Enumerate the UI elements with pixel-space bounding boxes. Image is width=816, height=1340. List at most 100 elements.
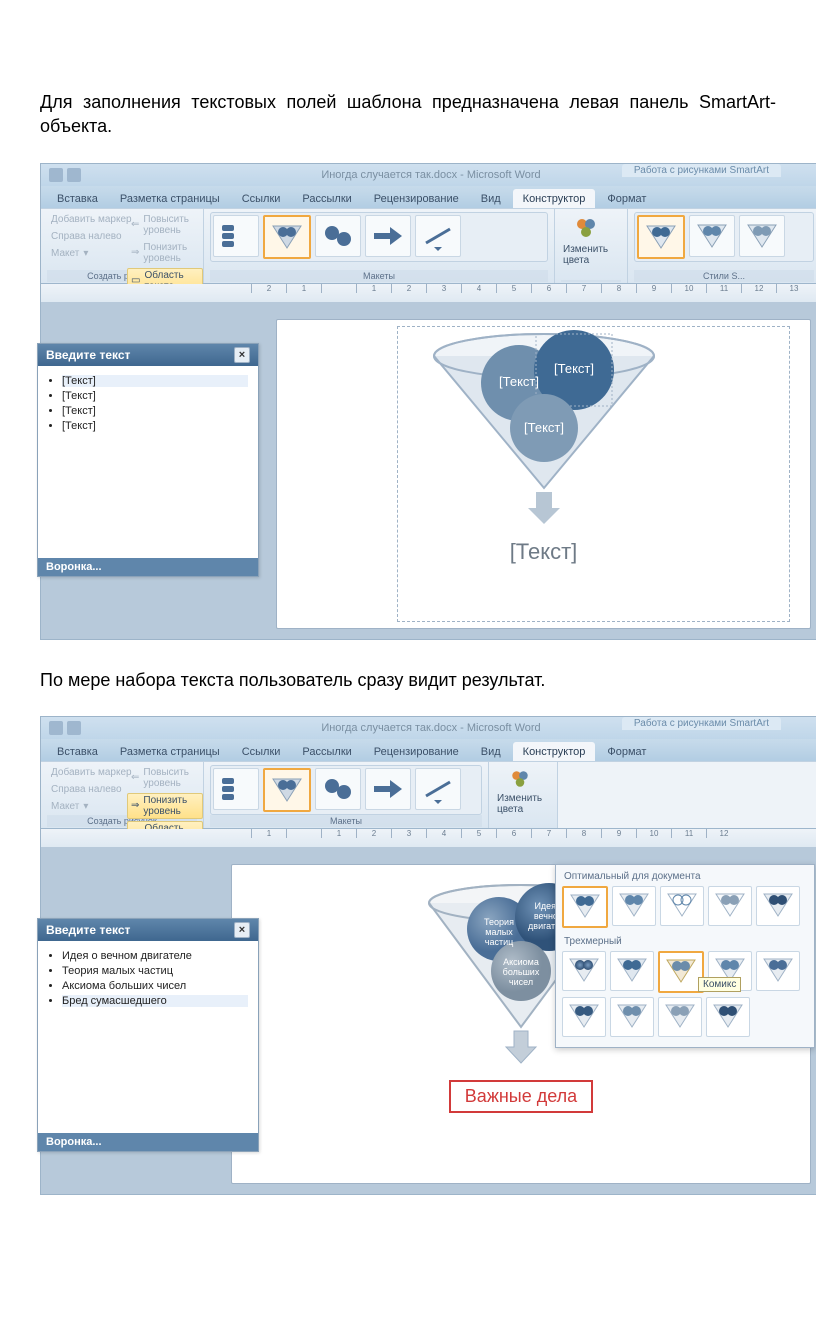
smartart-funnel[interactable]: [Текст] [Текст] [Текст] [Текст] xyxy=(414,328,674,565)
tab-references[interactable]: Ссылки xyxy=(232,189,291,208)
smartart-text-pane[interactable]: Введите текст × [Текст] [Текст] [Текст] … xyxy=(37,343,259,577)
text-pane-item[interactable]: [Текст] xyxy=(62,405,248,417)
text-pane-item[interactable]: Идея о вечном двигателе xyxy=(62,950,248,962)
text-pane-item[interactable]: Бред сумасшедшего xyxy=(62,995,248,1007)
text-pane-body[interactable]: Идея о вечном двигателе Теория малых час… xyxy=(38,941,258,1133)
promote-button[interactable]: ⇐ Повысить уровень xyxy=(127,765,203,791)
style-thumb-3d[interactable] xyxy=(562,997,606,1037)
ruler-tick: 10 xyxy=(671,284,706,293)
text-pane-item[interactable]: [Текст] xyxy=(62,375,248,387)
tab-format[interactable]: Формат xyxy=(597,742,656,761)
smartart-text-pane[interactable]: Введите текст × Идея о вечном двигателе … xyxy=(37,918,259,1152)
layout-thumb-funnel[interactable] xyxy=(263,215,311,259)
tab-references[interactable]: Ссылки xyxy=(232,742,291,761)
style-thumb-3d[interactable] xyxy=(706,997,750,1037)
tab-page-layout[interactable]: Разметка страницы xyxy=(110,189,230,208)
change-colors-button[interactable]: Изменить цвета xyxy=(561,212,611,268)
style-thumb-3[interactable] xyxy=(739,215,785,257)
promote-label: Повысить уровень xyxy=(143,767,199,789)
layouts-gallery[interactable] xyxy=(210,765,482,815)
ruler-tick: 10 xyxy=(636,829,671,838)
tab-review[interactable]: Рецензирование xyxy=(364,189,469,208)
promote-button[interactable]: ⇐ Повысить уровень xyxy=(127,212,203,238)
style-thumb-3d[interactable] xyxy=(610,951,654,991)
ruler-tick: 8 xyxy=(601,284,636,293)
close-icon[interactable]: × xyxy=(234,922,250,938)
style-thumb-3d-hover[interactable]: Комикс xyxy=(658,951,704,993)
style-thumb[interactable] xyxy=(660,886,704,926)
style-thumb-3d[interactable] xyxy=(610,997,654,1037)
tab-mailings[interactable]: Рассылки xyxy=(292,189,361,208)
text-pane-title: Введите текст xyxy=(46,348,130,362)
title-bar: Иногда случается так.docx - Microsoft Wo… xyxy=(41,717,816,739)
layout-thumb-gears[interactable] xyxy=(315,215,361,257)
style-thumb[interactable] xyxy=(612,886,656,926)
text-pane-item[interactable]: Аксиома больших чисел xyxy=(62,980,248,992)
ruler-tick xyxy=(321,284,356,293)
layout-thumb-gears[interactable] xyxy=(315,768,361,810)
smartart-styles-popup[interactable]: Оптимальный для документа Трехмерный Ком… xyxy=(555,864,815,1048)
text-pane-title: Введите текст xyxy=(46,923,130,937)
add-bullet-label: Добавить маркер xyxy=(51,767,132,778)
document-area: Оптимальный для документа Трехмерный Ком… xyxy=(41,848,816,1194)
tab-format[interactable]: Формат xyxy=(597,189,656,208)
ruler-tick: 3 xyxy=(426,284,461,293)
text-pane-body[interactable]: [Текст] [Текст] [Текст] [Текст] xyxy=(38,366,258,558)
text-pane-item[interactable]: Теория малых частиц xyxy=(62,965,248,977)
funnel-graphic: [Текст] [Текст] [Текст] xyxy=(414,328,674,528)
style-section-title-1: Оптимальный для документа xyxy=(560,869,810,884)
layouts-gallery[interactable] xyxy=(210,212,548,262)
style-thumb[interactable] xyxy=(708,886,752,926)
demote-label: Понизить уровень xyxy=(143,242,199,264)
funnel-caption[interactable]: Важные дела xyxy=(449,1080,593,1113)
change-colors-label: Изменить цвета xyxy=(497,793,543,815)
close-icon[interactable]: × xyxy=(234,347,250,363)
demote-button[interactable]: ⇒ Понизить уровень xyxy=(127,240,203,266)
ruler-tick: 3 xyxy=(391,829,426,838)
demote-button[interactable]: ⇒ Понизить уровень xyxy=(127,793,203,819)
style-thumb-2[interactable] xyxy=(689,215,735,257)
layout-thumb-balance[interactable] xyxy=(415,215,461,257)
ribbon-tabs: Вставка Разметка страницы Ссылки Рассылк… xyxy=(41,186,816,208)
ruler-tick: 5 xyxy=(496,284,531,293)
style-thumb-3d[interactable] xyxy=(658,997,702,1037)
layout-thumb-funnel[interactable] xyxy=(263,768,311,812)
layout-thumb-arrows[interactable] xyxy=(365,768,411,810)
tab-view[interactable]: Вид xyxy=(471,742,511,761)
style-thumb-3d[interactable] xyxy=(756,951,800,991)
title-bar: Иногда случается так.docx - Microsoft Wo… xyxy=(41,164,816,186)
tab-insert[interactable]: Вставка xyxy=(47,742,108,761)
document-page[interactable]: [Текст] [Текст] [Текст] [Текст] xyxy=(276,319,811,629)
ruler-tick: 11 xyxy=(671,829,706,838)
style-thumb-3d[interactable] xyxy=(562,951,606,991)
layout-thumb-arrows[interactable] xyxy=(365,215,411,257)
add-bullet-label: Добавить маркер xyxy=(51,214,132,225)
tab-insert[interactable]: Вставка xyxy=(47,189,108,208)
funnel-caption[interactable]: [Текст] xyxy=(414,539,674,565)
style-thumb[interactable] xyxy=(562,886,608,928)
ball-label-2: [Текст] xyxy=(554,361,594,376)
context-tab-title: Работа с рисунками SmartArt xyxy=(622,717,781,730)
tab-design[interactable]: Конструктор xyxy=(513,742,596,761)
change-colors-button[interactable]: Изменить цвета xyxy=(495,765,545,817)
tab-page-layout[interactable]: Разметка страницы xyxy=(110,742,230,761)
palette-icon xyxy=(572,214,600,242)
ruler-tick: 2 xyxy=(251,284,286,293)
change-colors-label: Изменить цвета xyxy=(563,244,609,266)
ruler-tick: 5 xyxy=(461,829,496,838)
layout-thumb-1[interactable] xyxy=(213,215,259,257)
style-thumb[interactable] xyxy=(756,886,800,926)
ruler-tick: 4 xyxy=(426,829,461,838)
tab-view[interactable]: Вид xyxy=(471,189,511,208)
styles-gallery[interactable] xyxy=(634,212,814,262)
tab-design[interactable]: Конструктор xyxy=(513,189,596,208)
tab-mailings[interactable]: Рассылки xyxy=(292,742,361,761)
style-thumb-1[interactable] xyxy=(637,215,685,259)
ruler-tick: 9 xyxy=(636,284,671,293)
layout-thumb-1[interactable] xyxy=(213,768,259,810)
layout-thumb-balance[interactable] xyxy=(415,768,461,810)
ball-label-3: [Текст] xyxy=(524,420,564,435)
tab-review[interactable]: Рецензирование xyxy=(364,742,469,761)
text-pane-item[interactable]: [Текст] xyxy=(62,420,248,432)
text-pane-item[interactable]: [Текст] xyxy=(62,390,248,402)
